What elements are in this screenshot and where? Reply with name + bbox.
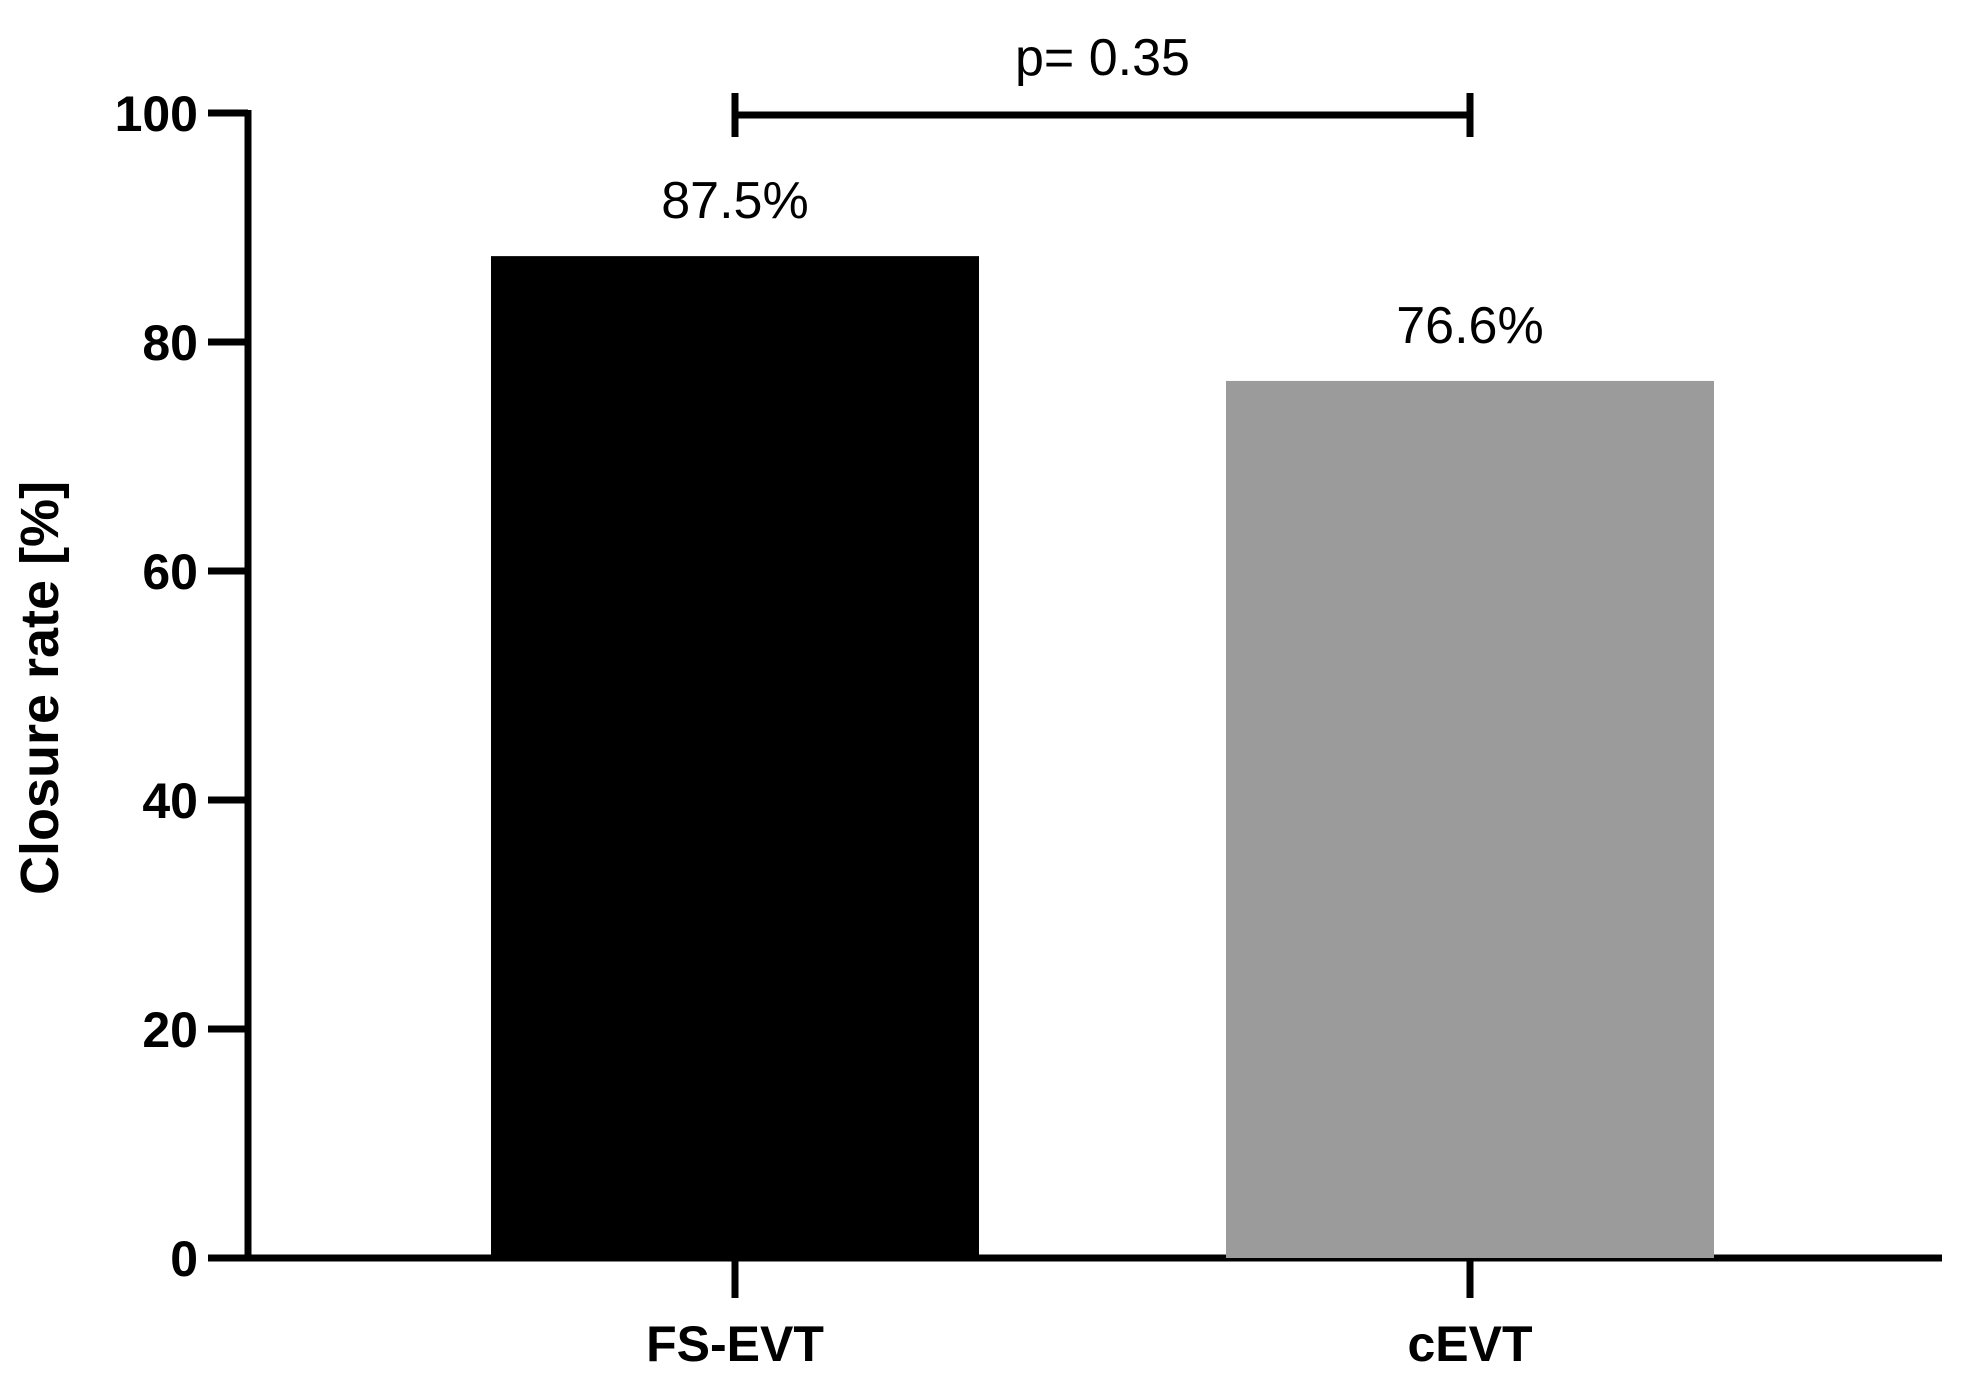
y-tick-label: 20 [142,1002,198,1058]
y-tick-label: 0 [170,1231,198,1287]
y-tick-label: 80 [142,315,198,371]
chart-bars [491,256,1714,1258]
data-label-fs-evt: 87.5% [661,172,808,230]
p-value-label: p= 0.35 [1015,29,1190,87]
y-axis-title: Closure rate [%] [10,481,70,895]
data-label-cevt: 76.6% [1396,297,1543,355]
chart-labels: 87.5% FS-EVT 76.6% cEVT 0 20 40 60 80 100 p= 0.35 [115,29,1544,1372]
y-tick-label: 40 [142,773,198,829]
y-tick-label: 60 [142,544,198,600]
x-tick-label: FS-EVT [646,1316,824,1372]
bar-cevt [1226,380,1714,1258]
y-tick-label: 100 [115,86,198,142]
bar-fs-evt [491,256,979,1258]
x-tick-label: cEVT [1407,1316,1532,1372]
